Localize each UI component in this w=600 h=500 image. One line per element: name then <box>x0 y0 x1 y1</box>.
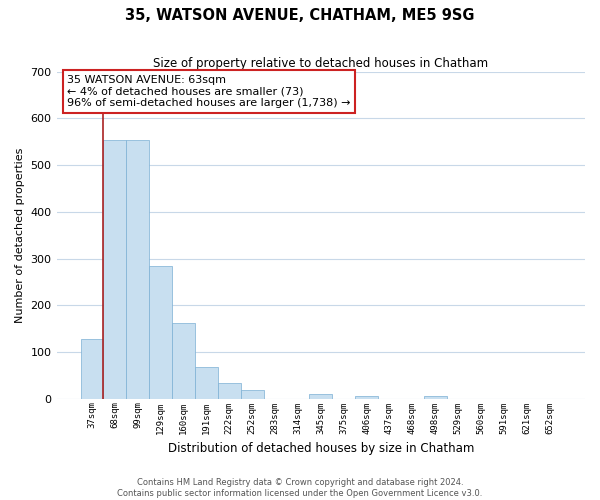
Text: 35, WATSON AVENUE, CHATHAM, ME5 9SG: 35, WATSON AVENUE, CHATHAM, ME5 9SG <box>125 8 475 22</box>
Text: 35 WATSON AVENUE: 63sqm
← 4% of detached houses are smaller (73)
96% of semi-det: 35 WATSON AVENUE: 63sqm ← 4% of detached… <box>67 75 350 108</box>
Bar <box>355 396 378 398</box>
Bar <box>103 140 127 398</box>
Title: Size of property relative to detached houses in Chatham: Size of property relative to detached ho… <box>153 58 488 70</box>
Bar <box>80 339 103 398</box>
Bar <box>172 322 195 398</box>
Bar <box>424 396 446 398</box>
Bar <box>218 383 241 398</box>
Y-axis label: Number of detached properties: Number of detached properties <box>15 148 25 323</box>
X-axis label: Distribution of detached houses by size in Chatham: Distribution of detached houses by size … <box>167 442 474 455</box>
Bar <box>195 367 218 398</box>
Bar <box>310 394 332 398</box>
Bar <box>241 390 263 398</box>
Bar <box>149 266 172 398</box>
Bar <box>127 140 149 398</box>
Text: Contains HM Land Registry data © Crown copyright and database right 2024.
Contai: Contains HM Land Registry data © Crown c… <box>118 478 482 498</box>
